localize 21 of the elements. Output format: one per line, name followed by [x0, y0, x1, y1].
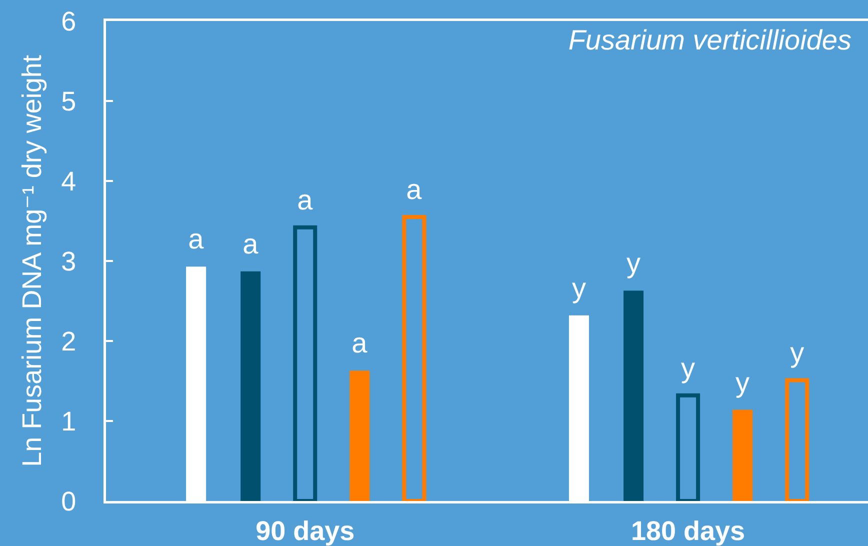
y-tick-label: 0	[61, 486, 76, 516]
data-label: y	[626, 248, 641, 279]
data-label: y	[790, 337, 804, 368]
y-tick-label: 6	[61, 6, 76, 36]
data-label: a	[188, 224, 204, 255]
x-tick-label: 90 days	[256, 516, 355, 546]
y-axis-title: Ln Fusarium DNA mg⁻¹ dry weight	[16, 54, 47, 467]
data-label: a	[297, 184, 314, 216]
data-label: a	[242, 228, 259, 260]
data-label: y	[572, 272, 586, 304]
data-label: y	[681, 352, 696, 384]
y-tick-label: 2	[61, 326, 76, 356]
y-tick-label: 4	[61, 166, 76, 196]
data-label: y	[736, 366, 750, 398]
y-tick-label: 3	[61, 246, 76, 276]
x-tick-label: 180 days	[630, 516, 746, 546]
data-label: a	[352, 328, 368, 359]
y-tick-label: 1	[61, 406, 76, 436]
y-tick-label: 5	[61, 86, 76, 116]
chart-title: Fusarium verticillioides	[568, 24, 852, 56]
data-label: a	[406, 174, 422, 205]
